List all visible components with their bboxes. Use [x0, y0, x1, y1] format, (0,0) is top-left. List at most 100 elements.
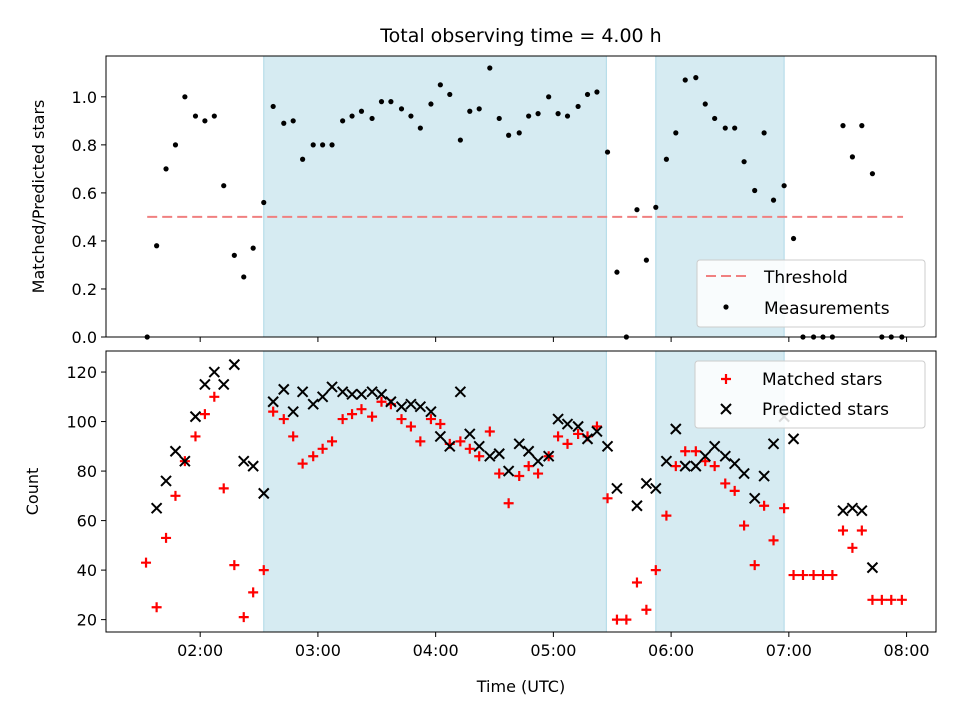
predicted-star-point — [572, 420, 584, 433]
matched-star-point — [327, 436, 338, 447]
predicted-star-point — [346, 388, 358, 401]
measurement-point — [643, 257, 649, 263]
matched-star-point — [690, 446, 701, 457]
predicted-star-point — [208, 366, 221, 378]
measurement-point — [516, 130, 522, 136]
matched-star-point — [514, 471, 525, 482]
measurement-point — [320, 142, 326, 148]
predicted-star-point — [532, 455, 544, 467]
predicted-star-point — [561, 418, 574, 430]
predicted-star-point — [856, 504, 868, 517]
measurement-point — [849, 154, 856, 160]
measurement-point — [231, 252, 237, 258]
predicted-star-point — [758, 470, 770, 482]
predicted-star-point — [581, 433, 594, 445]
measurement-point — [369, 115, 375, 122]
matched-star-point — [376, 396, 387, 407]
measurement-point — [604, 149, 611, 155]
matched-star-point — [170, 490, 181, 501]
matched-star-point — [190, 431, 201, 442]
matched-star-point — [347, 409, 358, 420]
matched-star-point — [837, 525, 848, 536]
measurement-point — [241, 274, 247, 280]
measurement-point — [388, 99, 394, 105]
predicted-star-point — [493, 448, 505, 460]
y-tick-label: 1.0 — [72, 88, 97, 107]
matched-star-point — [356, 404, 367, 415]
measurement-point — [300, 156, 306, 162]
predicted-star-point — [542, 450, 555, 462]
measurement-point — [329, 142, 335, 148]
measurement-point — [693, 75, 699, 81]
measurement-point — [673, 130, 679, 136]
x-tick-label: 07:00 — [766, 641, 812, 660]
matched-star-point — [817, 570, 828, 581]
matched-star-point — [562, 438, 573, 449]
predicted-star-point — [837, 504, 849, 517]
measurement-point — [790, 235, 797, 242]
y-tick-label: 0.2 — [72, 280, 97, 299]
matched-star-point — [199, 409, 210, 420]
matched-star-point — [337, 414, 348, 425]
predicted-star-point — [650, 482, 662, 495]
matched-star-point — [797, 570, 808, 581]
matched-star-point — [425, 414, 436, 425]
x-tick-label: 03:00 — [295, 641, 341, 660]
shaded-interval-1 — [263, 350, 607, 633]
matched-star-point — [268, 406, 279, 417]
matched-star-point — [856, 525, 867, 536]
predicted-star-point — [846, 502, 859, 514]
legend-bottom: Matched stars Predicted stars — [694, 360, 926, 429]
matched-star-point — [670, 461, 681, 472]
measurement-point — [546, 94, 552, 100]
matched-star-point — [523, 461, 534, 472]
predicted-star-point — [366, 386, 378, 398]
matched-star-point — [739, 520, 750, 531]
measurement-point — [428, 101, 434, 107]
y-axis-label: Matched/Predicted stars — [29, 100, 48, 294]
matched-star-point — [729, 485, 740, 496]
matched-star-point — [209, 391, 220, 402]
measurement-point — [310, 142, 316, 148]
predicted-star-point — [267, 396, 279, 408]
matched-star-point — [367, 411, 378, 422]
matched-star-point — [759, 500, 770, 511]
measurement-point — [752, 187, 758, 194]
predicted-star-point — [660, 455, 673, 467]
measurement-point — [261, 199, 267, 206]
predicted-star-point — [258, 487, 270, 500]
predicted-star-point — [160, 475, 172, 487]
measurement-point — [761, 130, 767, 136]
predicted-star-point — [631, 500, 643, 512]
predicted-star-point — [405, 398, 417, 410]
predicted-star-point — [670, 423, 682, 435]
measurement-point — [770, 197, 777, 203]
predicted-star-point — [278, 383, 290, 396]
x-tick-label: 08:00 — [884, 641, 930, 660]
legend-measurements-swatch — [723, 304, 729, 310]
matched-star-point — [631, 577, 642, 588]
measurement-point — [154, 243, 160, 249]
predicted-star-point — [199, 378, 211, 391]
x-tick-label: 02:00 — [177, 641, 223, 660]
measurement-point — [555, 111, 561, 117]
predicted-star-point — [748, 492, 761, 505]
predicted-star-point — [307, 398, 319, 410]
matched-star-point — [435, 419, 446, 430]
matched-star-point — [297, 458, 308, 469]
predicted-star-point — [444, 440, 456, 453]
measurement-point — [653, 204, 659, 210]
axes-frame — [105, 350, 937, 633]
legend-predicted-swatch — [720, 403, 732, 415]
predicted-star-point — [375, 388, 388, 401]
predicted-star-point — [738, 467, 750, 480]
predicted-star-point — [473, 440, 485, 453]
matched-star-point — [151, 602, 162, 613]
measurement-point — [506, 132, 512, 138]
predicted-star-point — [385, 396, 397, 408]
predicted-star-point — [238, 455, 250, 467]
predicted-star-point — [414, 400, 427, 413]
x-tick-label: 06:00 — [648, 641, 694, 660]
chart-title: Total observing time = 4.00 h — [379, 25, 661, 47]
predicted-star-point — [552, 413, 564, 425]
